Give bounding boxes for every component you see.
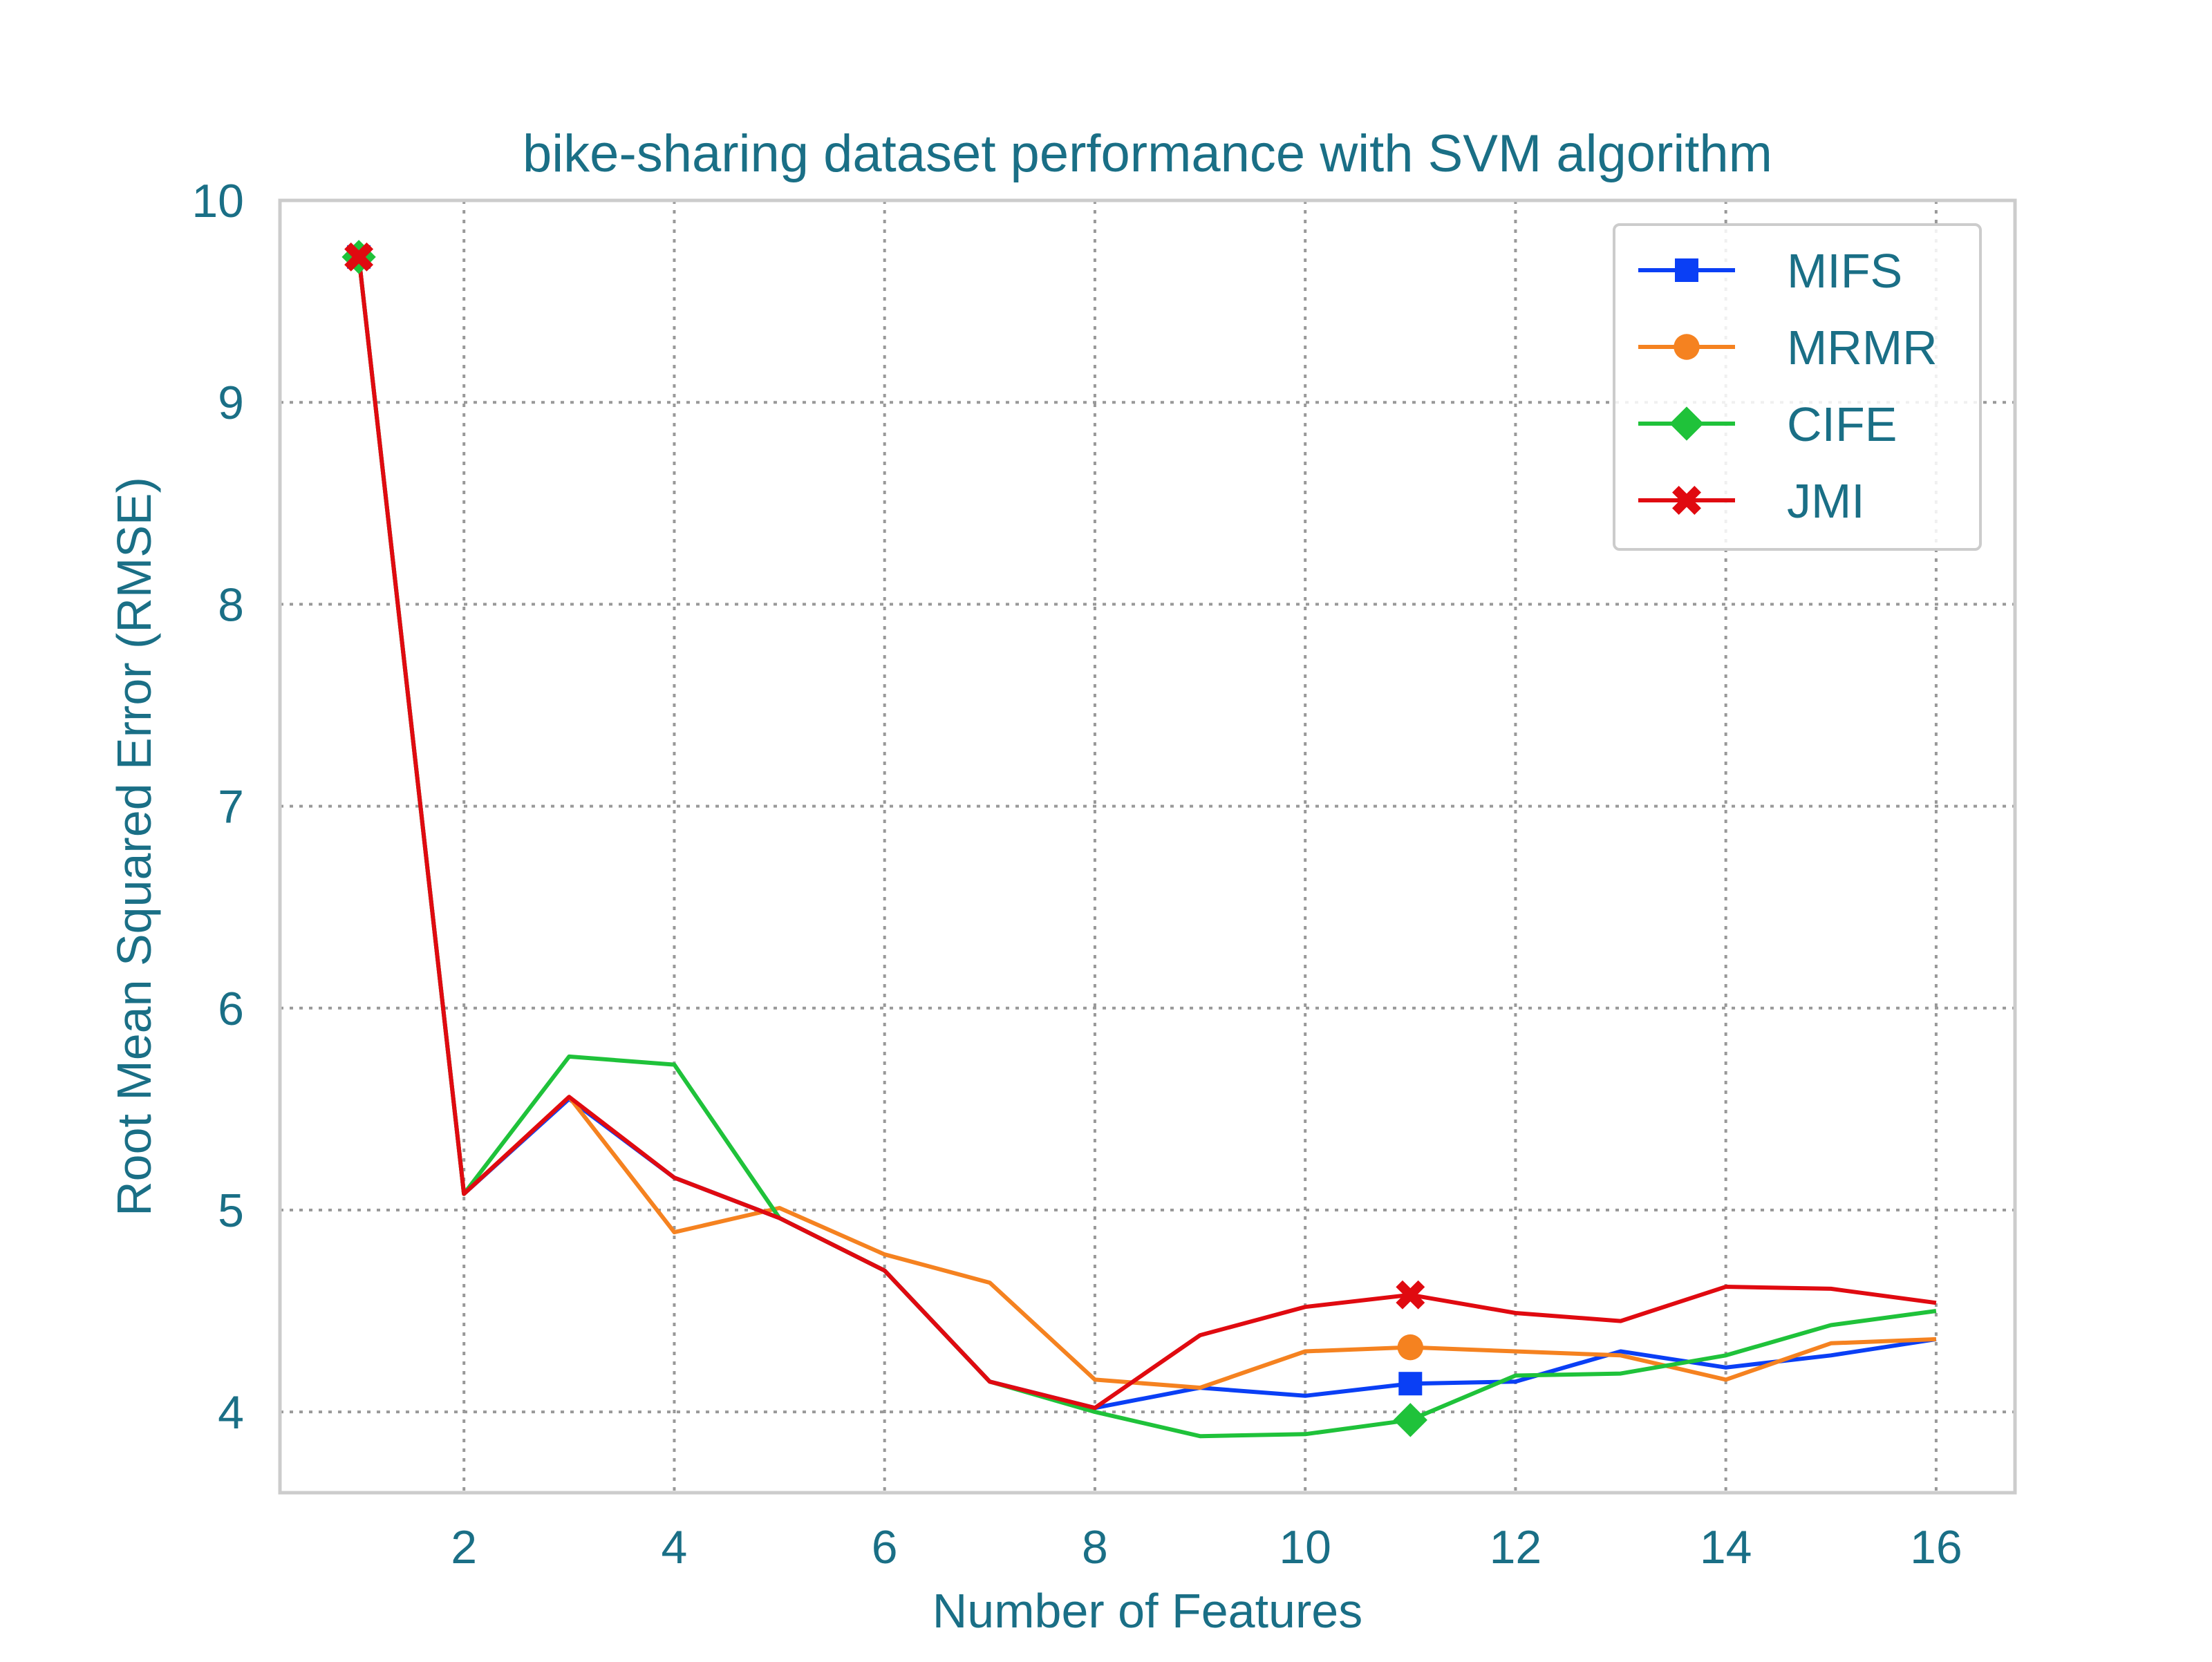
legend-marker-mrmr <box>1674 334 1700 360</box>
x-tick-label: 10 <box>1279 1521 1331 1574</box>
legend: MIFS MRMR CIFE JMI <box>1613 223 1982 551</box>
y-tick-label: 10 <box>191 175 244 227</box>
y-tick-label: 7 <box>218 781 244 833</box>
legend-marker-cife <box>1669 406 1704 441</box>
y-tick-label: 5 <box>218 1184 244 1237</box>
y-tick-label: 6 <box>218 983 244 1035</box>
x-tick-label: 4 <box>662 1521 688 1574</box>
x-tick-label: 8 <box>1082 1521 1108 1574</box>
plot-frame <box>278 198 2017 1495</box>
legend-label-jmi: JMI <box>1787 474 1865 528</box>
y-tick-label: 9 <box>218 377 244 429</box>
legend-marker-jmi <box>1672 486 1701 515</box>
grid-lines <box>280 199 2015 1493</box>
series-line-cife <box>357 256 1937 1439</box>
legend-label-mifs: MIFS <box>1787 244 1902 298</box>
x-axis-label: Number of Features <box>932 1584 1362 1638</box>
data-point-jmi <box>1396 1280 1425 1310</box>
x-tick-label: 14 <box>1700 1521 1752 1574</box>
series-line-jmi <box>357 256 1937 1410</box>
series-lines <box>357 256 1937 1439</box>
y-axis-label: Root Mean Squared Error (RMSE) <box>107 477 161 1216</box>
data-point-cife <box>1393 1403 1427 1437</box>
legend-label-mrmr: MRMR <box>1787 321 1938 375</box>
series-line-mrmr <box>357 256 1937 1390</box>
data-point-mrmr <box>1397 1334 1424 1361</box>
y-tick-label: 4 <box>218 1386 244 1439</box>
x-tick-label: 2 <box>451 1521 477 1574</box>
x-tick-label: 6 <box>872 1521 898 1574</box>
data-point-mifs <box>1398 1372 1423 1396</box>
tick-labels: 2 4 6 8 10 12 14 16 4 5 6 7 8 9 10 <box>191 175 1962 1574</box>
x-tick-label: 12 <box>1490 1521 1542 1574</box>
x-tick-label: 16 <box>1910 1521 1962 1574</box>
series-markers <box>341 240 1427 1437</box>
chart-title: bike-sharing dataset performance with SV… <box>523 124 1772 183</box>
data-point-jmi <box>344 242 374 272</box>
legend-box <box>1613 223 1982 551</box>
legend-label-cife: CIFE <box>1787 397 1897 451</box>
legend-marker-mifs <box>1675 258 1698 282</box>
y-tick-label: 8 <box>218 578 244 631</box>
